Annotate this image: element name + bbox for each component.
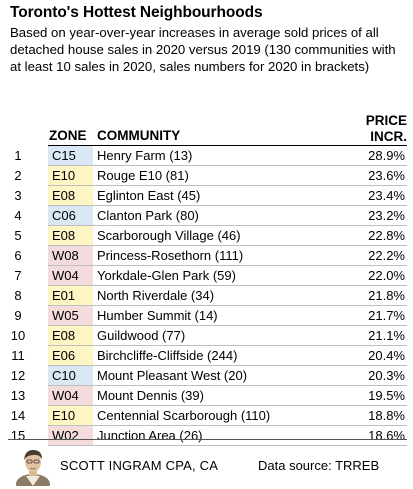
row-zone: E10 xyxy=(48,406,93,425)
header-zone: ZONE xyxy=(49,128,87,143)
row-zone: E01 xyxy=(48,286,93,305)
row-rank: 8 xyxy=(14,288,22,303)
row-rank: 13 xyxy=(10,388,26,403)
row-community: Centennial Scarborough (110) xyxy=(97,408,271,423)
author-portrait-icon xyxy=(16,450,50,486)
row-price-increase: 23.6% xyxy=(368,168,405,183)
table-row: 2 E10 Rouge E10 (81) 23.6% xyxy=(14,166,407,186)
row-price-increase: 21.8% xyxy=(368,288,405,303)
row-rank: 11 xyxy=(11,348,25,363)
row-price-increase: 20.3% xyxy=(368,368,405,383)
row-price-increase: 21.1% xyxy=(368,328,405,343)
table-row: 5 E08 Scarborough Village (46) 22.8% xyxy=(14,226,407,246)
row-price-increase: 18.6% xyxy=(368,428,405,443)
row-zone: W04 xyxy=(48,266,93,285)
row-price-increase: 21.7% xyxy=(368,308,405,323)
row-rank: 6 xyxy=(14,248,22,263)
row-rank: 10 xyxy=(10,328,26,343)
header-price-line1: PRICE xyxy=(365,113,407,128)
header-community: COMMUNITY xyxy=(97,128,181,143)
table-row: 14 E10 Centennial Scarborough (110) 18.8% xyxy=(11,406,407,426)
row-rank: 5 xyxy=(14,228,22,243)
table-row: 11 E06 Birchcliffe-Cliffside (244) 20.4% xyxy=(11,346,407,366)
row-price-increase: 28.9% xyxy=(368,148,405,163)
row-price-increase: 23.4% xyxy=(368,188,405,203)
table-row: 15 W02 Junction Area (26) 18.6% xyxy=(11,426,407,446)
row-zone: W05 xyxy=(48,306,93,325)
row-community: Henry Farm (13) xyxy=(97,148,193,163)
row-community: Humber Summit (14) xyxy=(97,308,218,323)
row-rank: 1 xyxy=(14,148,22,163)
row-zone: E08 xyxy=(48,226,93,245)
row-price-increase: 19.5% xyxy=(368,388,405,403)
row-rank: 14 xyxy=(10,408,26,423)
row-zone: W08 xyxy=(48,246,93,265)
row-rank: 7 xyxy=(14,268,22,283)
row-price-increase: 22.2% xyxy=(368,248,405,263)
row-zone: C10 xyxy=(48,366,93,385)
header-divider xyxy=(48,145,407,146)
table-row: 12 C10 Mount Pleasant West (20) 20.3% xyxy=(11,366,407,386)
author-name: SCOTT INGRAM CPA, CA xyxy=(60,458,219,473)
table-row: 3 E08 Eglinton East (45) 23.4% xyxy=(14,186,407,206)
header-price-line2: INCR. xyxy=(370,129,407,144)
row-community: Yorkdale-Glen Park (59) xyxy=(97,268,236,283)
row-rank: 3 xyxy=(14,188,22,203)
row-zone: C06 xyxy=(48,206,93,225)
row-community: Birchcliffe-Cliffside (244) xyxy=(97,348,238,363)
header-price-increase: PRICE INCR. xyxy=(347,113,407,145)
data-source: Data source: TRREB xyxy=(258,458,380,473)
row-zone: W02 xyxy=(48,426,93,445)
row-price-increase: 22.0% xyxy=(368,268,405,283)
row-community: Rouge E10 (81) xyxy=(97,168,189,183)
row-zone: E08 xyxy=(48,186,93,205)
row-price-increase: 20.4% xyxy=(368,348,405,363)
row-price-increase: 23.2% xyxy=(368,208,405,223)
chart-subtitle: Based on year-over-year increases in ave… xyxy=(10,25,396,74)
row-rank: 12 xyxy=(10,368,26,383)
row-zone: E10 xyxy=(48,166,93,185)
row-community: Scarborough Village (46) xyxy=(97,228,241,243)
table-row: 8 E01 North Riverdale (34) 21.8% xyxy=(14,286,407,306)
table-row: 1 C15 Henry Farm (13) 28.9% xyxy=(14,146,407,166)
footer-divider xyxy=(8,439,407,440)
chart-title: Toronto's Hottest Neighbourhoods xyxy=(10,4,263,21)
table-body: 1 C15 Henry Farm (13) 28.9% 2 E10 Rouge E10 (8… xyxy=(0,146,413,446)
row-community: North Riverdale (34) xyxy=(97,288,215,303)
row-community: Mount Dennis (39) xyxy=(97,388,204,403)
row-price-increase: 18.8% xyxy=(368,408,405,423)
row-rank: 9 xyxy=(14,308,22,323)
row-zone: E06 xyxy=(48,346,93,365)
row-community: Mount Pleasant West (20) xyxy=(97,368,248,383)
row-rank: 15 xyxy=(10,428,26,443)
table-row: 9 W05 Humber Summit (14) 21.7% xyxy=(14,306,407,326)
table-row: 7 W04 Yorkdale-Glen Park (59) 22.0% xyxy=(14,266,407,286)
table-row: 6 W08 Princess-Rosethorn (111) 22.2% xyxy=(14,246,407,266)
row-zone: C15 xyxy=(48,146,93,165)
table-row: 10 E08 Guildwood (77) 21.1% xyxy=(11,326,407,346)
row-community: Clanton Park (80) xyxy=(97,208,199,223)
row-community: Princess-Rosethorn (111) xyxy=(97,248,244,263)
row-price-increase: 22.8% xyxy=(368,228,405,243)
row-rank: 4 xyxy=(14,208,22,223)
row-community: Eglinton East (45) xyxy=(97,188,201,203)
table-row: 13 W04 Mount Dennis (39) 19.5% xyxy=(11,386,407,406)
table-row: 4 C06 Clanton Park (80) 23.2% xyxy=(14,206,407,226)
row-zone: E08 xyxy=(48,326,93,345)
row-rank: 2 xyxy=(14,168,22,183)
row-zone: W04 xyxy=(48,386,93,405)
row-community: Junction Area (26) xyxy=(97,428,203,443)
row-community: Guildwood (77) xyxy=(97,328,186,343)
